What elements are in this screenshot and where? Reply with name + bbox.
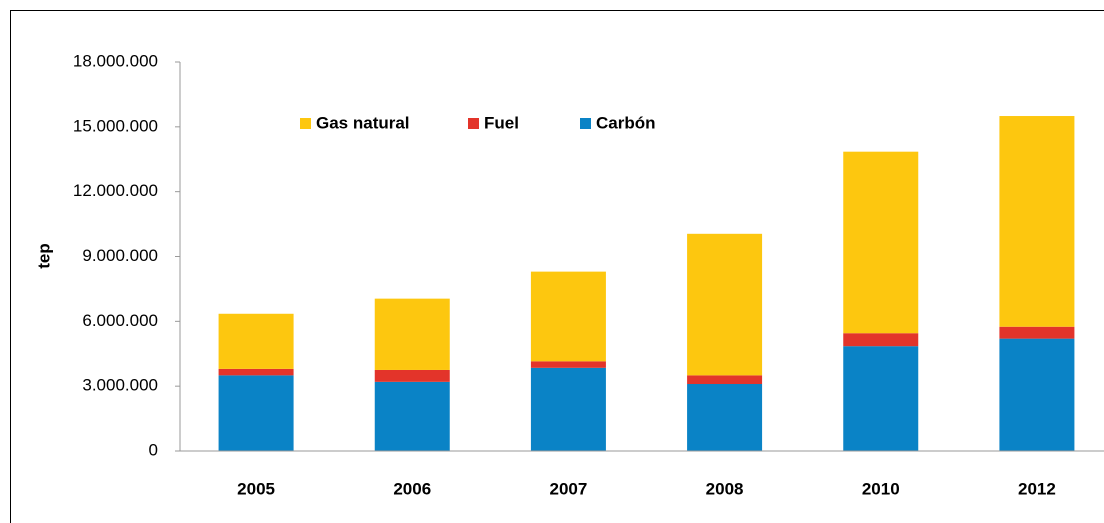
legend-label: Carbón [596, 113, 656, 132]
bar-segment [218, 368, 294, 376]
y-tick-label: 3.000.000 [82, 376, 158, 395]
bar-segment [530, 271, 606, 362]
y-tick-label: 9.000.000 [82, 246, 158, 265]
bar-segment [843, 346, 919, 451]
bar-segment [999, 116, 1075, 327]
x-tick-label: 2006 [393, 479, 431, 498]
bar-segment [687, 375, 763, 385]
x-tick-label: 2008 [706, 479, 744, 498]
bar-segment [374, 298, 450, 370]
y-tick-label: 6.000.000 [82, 311, 158, 330]
bar-segment [843, 333, 919, 347]
legend-label: Fuel [484, 113, 519, 132]
bar-segment [843, 151, 919, 334]
y-tick-label: 0 [149, 440, 158, 459]
legend-swatch [300, 118, 311, 129]
bar-segment [374, 381, 450, 451]
bar-segment [374, 369, 450, 382]
y-tick-label: 12.000.000 [73, 181, 158, 200]
y-tick-label: 15.000.000 [73, 116, 158, 135]
bar-segment [218, 313, 294, 369]
bar-segment [530, 367, 606, 451]
bar-segment [530, 361, 606, 368]
bar-segment [999, 326, 1075, 339]
bar-segment [687, 233, 763, 376]
y-axis-label: tep [34, 243, 53, 269]
bar-segment [999, 338, 1075, 451]
legend-swatch [580, 118, 591, 129]
x-tick-label: 2012 [1018, 479, 1056, 498]
x-tick-label: 2007 [550, 479, 588, 498]
legend-label: Gas natural [316, 113, 410, 132]
x-tick-label: 2005 [237, 479, 275, 498]
bar-segment [687, 384, 763, 451]
legend-swatch [468, 118, 479, 129]
bar-segment [218, 375, 294, 451]
frame [10, 10, 1104, 523]
x-tick-label: 2010 [862, 479, 900, 498]
y-tick-label: 18.000.000 [73, 51, 158, 70]
